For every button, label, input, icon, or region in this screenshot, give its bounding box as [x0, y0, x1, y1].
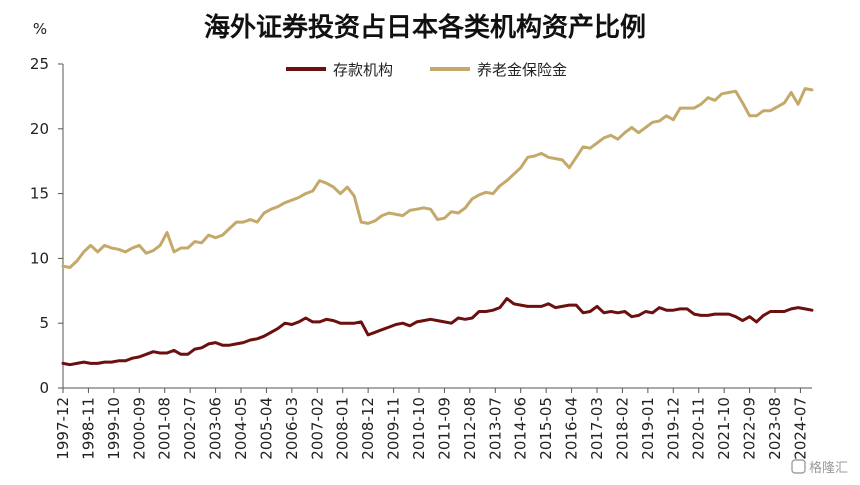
x-tick-label: 1999-10	[105, 397, 123, 460]
y-tick-label: 20	[30, 120, 49, 138]
x-tick-label: 2017-03	[588, 397, 606, 460]
x-tick-label: 2021-10	[715, 397, 733, 460]
x-tick-label: 2002-07	[181, 397, 199, 460]
x-tick-label: 2011-09	[435, 397, 453, 460]
x-tick-label: 2004-05	[232, 397, 250, 460]
x-tick-label: 2008-01	[334, 397, 352, 460]
x-tick-label: 2018-02	[613, 397, 631, 460]
x-tick-label: 2008-12	[359, 397, 377, 460]
watermark: 格隆汇	[791, 459, 848, 476]
legend-label-deposit: 存款机构	[333, 61, 393, 79]
x-tick-label: 2010-10	[410, 397, 428, 460]
y-tick-label: 15	[30, 185, 49, 203]
y-tick-label: 5	[39, 314, 49, 332]
series-line-deposit	[61, 297, 814, 367]
x-tick-label: 2009-11	[385, 397, 403, 460]
y-tick-label: 10	[30, 249, 49, 267]
x-tick-label: 2020-11	[690, 397, 708, 460]
x-tick-label: 2019-01	[639, 397, 657, 460]
watermark-logo-icon	[791, 459, 806, 474]
chart-title: 海外证券投资占日本各类机构资产比例	[204, 12, 646, 43]
x-tick-label: 2022-09	[741, 397, 759, 460]
x-tick-label: 2015-05	[537, 397, 555, 460]
watermark-text: 格隆汇	[809, 460, 848, 476]
x-axis: 1997-12 1998-11 1999-10 2000-09 2001-08 2002-…	[54, 387, 812, 460]
x-tick-label: 2003-06	[207, 397, 225, 460]
y-axis-unit: %	[33, 20, 47, 38]
x-tick-label: 2000-09	[130, 397, 148, 460]
x-tick-label: 2001-08	[156, 397, 174, 460]
y-axis: 0 5 10 15 20 25	[30, 55, 64, 397]
x-tick-label: 2005-04	[257, 397, 275, 460]
x-tick-label: 2016-04	[563, 397, 581, 460]
y-tick-label: 25	[30, 55, 49, 73]
x-tick-label: 2024-07	[791, 397, 809, 460]
series-layer	[61, 87, 814, 367]
x-tick-label: 2006-03	[283, 397, 301, 460]
x-tick-label: 2013-07	[486, 397, 504, 460]
x-tick-label: 2012-08	[461, 397, 479, 460]
x-tick-label: 2023-08	[766, 397, 784, 460]
x-tick-label: 2014-06	[512, 397, 530, 460]
legend: 存款机构 养老金保险金	[286, 61, 567, 79]
x-tick-label: 1998-11	[79, 397, 97, 460]
series-line-pension	[61, 87, 814, 269]
x-tick-label: 2007-02	[308, 397, 326, 460]
y-tick-label: 0	[39, 379, 49, 397]
x-tick-label: 2019-12	[664, 397, 682, 460]
legend-label-pension: 养老金保险金	[477, 61, 567, 79]
x-tick-label: 1997-12	[54, 397, 72, 460]
